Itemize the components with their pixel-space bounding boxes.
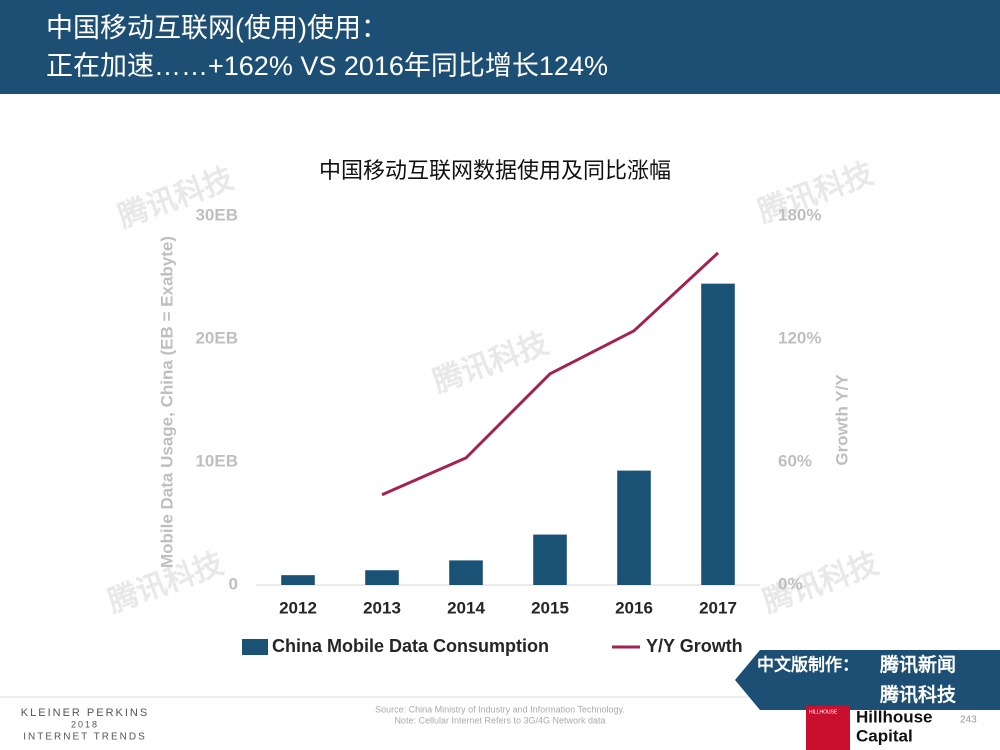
legend-label: Y/Y Growth (646, 636, 743, 656)
page-number: 243 (960, 715, 977, 726)
y2-axis-title: Growth Y/Y (832, 374, 851, 466)
y2-tick-label: 0% (778, 574, 803, 593)
header-band (0, 0, 1000, 94)
x-tick-label: 2012 (279, 598, 317, 617)
bar (281, 575, 315, 585)
bar (533, 534, 567, 585)
hillhouse-logo (806, 706, 850, 750)
x-tick-label: 2017 (699, 598, 737, 617)
x-tick-label: 2015 (531, 598, 569, 617)
y-tick-label: 20EB (195, 328, 238, 347)
brand-text: 腾讯科技 (879, 683, 957, 706)
source-note: Note: Cellular Internet Refers to 3G/4G … (394, 715, 605, 725)
bar (617, 470, 651, 585)
y-tick-label: 0 (229, 574, 238, 593)
bar (701, 283, 735, 585)
growth-line (381, 251, 720, 497)
legend-label: China Mobile Data Consumption (272, 636, 549, 656)
kp-logo: INTERNET TRENDS (23, 732, 147, 743)
brand-text: 中文版制作： (757, 654, 859, 674)
x-tick-label: 2016 (615, 598, 653, 617)
kp-logo: 2018 (71, 719, 99, 729)
y-axis-title: Mobile Data Usage, China (EB = Exabyte) (157, 236, 176, 568)
bar (449, 560, 483, 585)
y2-tick-label: 60% (778, 451, 812, 470)
source-note: Source: China Ministry of Industry and I… (375, 704, 625, 714)
hillhouse-text: Hillhouse (856, 707, 933, 726)
y2-tick-label: 120% (778, 328, 821, 347)
x-tick-label: 2014 (447, 598, 485, 617)
x-tick-label: 2013 (363, 598, 401, 617)
hillhouse-text: Capital (856, 726, 913, 745)
bar (365, 570, 399, 585)
y-tick-label: 30EB (195, 205, 238, 224)
brand-text: 腾讯新闻 (879, 653, 956, 676)
watermarks: 腾讯科技 腾讯科技 腾讯科技 腾讯科技 腾讯科技 (104, 157, 883, 619)
y2-tick-label: 180% (778, 205, 821, 224)
kp-logo: KLEINER PERKINS (21, 707, 149, 719)
header-title: 中国移动互联网(使用)使用： (46, 13, 388, 43)
chart-title: 中国移动互联网数据使用及同比涨幅 (319, 158, 671, 183)
brand-banner (735, 650, 1000, 710)
hillhouse-logo-text: HILLHOUSE (809, 709, 838, 715)
y-tick-label: 10EB (195, 451, 238, 470)
legend-swatch (242, 639, 268, 655)
header-title: 正在加速……+162% VS 2016年同比增长124% (46, 51, 608, 81)
